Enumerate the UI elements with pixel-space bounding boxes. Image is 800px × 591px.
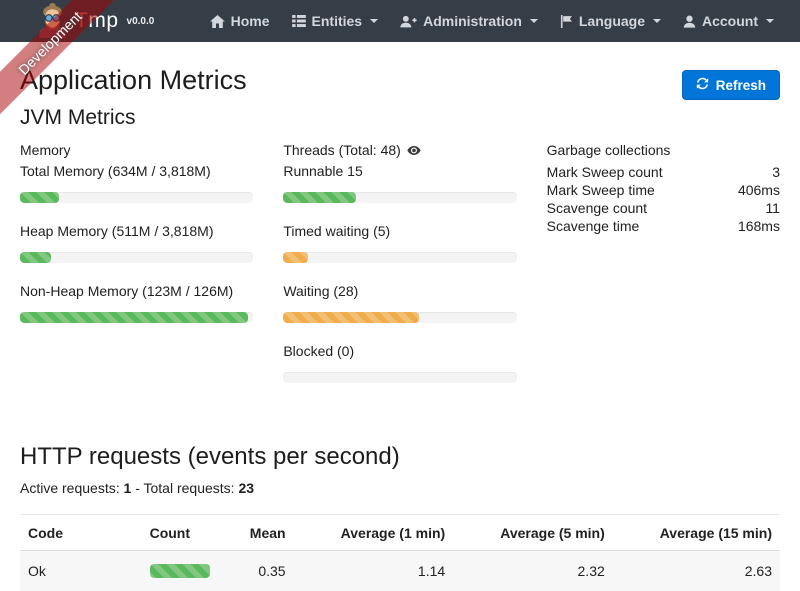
- user-plus-icon: [400, 15, 417, 28]
- nav-home[interactable]: Home: [199, 13, 281, 29]
- count-cell: [142, 551, 233, 591]
- gc-row: Mark Sweep count 3: [547, 163, 780, 181]
- top-navbar: Tmp v0.0.0 Home Entities: [0, 0, 800, 42]
- nav-administration[interactable]: Administration: [389, 13, 549, 29]
- nonheap-memory-progress: [20, 312, 253, 323]
- count-progress: [150, 564, 210, 578]
- total-memory-label: Total Memory (634M / 3,818M): [20, 163, 253, 179]
- gc-value: 3: [772, 163, 780, 181]
- runnable-label: Runnable 15: [283, 163, 516, 179]
- gc-title: Garbage collections: [547, 142, 780, 158]
- avg5-cell: 2.32: [453, 551, 613, 591]
- threads-column: Threads (Total: 48) Runnable 15 Timed wa…: [283, 142, 516, 403]
- gc-label: Scavenge time: [547, 217, 640, 235]
- home-icon: [210, 15, 225, 28]
- navbar-menu: Home Entities Administration: [199, 13, 785, 29]
- blocked-progress: [283, 372, 516, 383]
- col-header-avg15: Average (15 min): [613, 515, 780, 551]
- avg15-cell: 2.63: [613, 551, 780, 591]
- waiting-label: Waiting (28): [283, 283, 516, 299]
- chevron-down-icon: [370, 19, 378, 23]
- mean-cell: 0.35: [233, 551, 294, 591]
- timed-waiting-label: Timed waiting (5): [283, 223, 516, 239]
- refresh-button[interactable]: Refresh: [682, 70, 780, 100]
- nonheap-memory-label: Non-Heap Memory (123M / 126M): [20, 283, 253, 299]
- memory-column: Memory Total Memory (634M / 3,818M) Heap…: [20, 142, 253, 403]
- table-row: Ok 0.35 1.14 2.32 2.63: [20, 551, 780, 591]
- total-requests-value: 23: [238, 480, 254, 496]
- timed-waiting-progress: [283, 252, 516, 263]
- col-header-avg5: Average (5 min): [453, 515, 613, 551]
- gc-label: Mark Sweep count: [547, 163, 663, 181]
- threads-title: Threads (Total: 48): [283, 142, 401, 158]
- gc-label: Mark Sweep time: [547, 181, 655, 199]
- gc-row: Mark Sweep time 406ms: [547, 181, 780, 199]
- nav-home-label: Home: [231, 13, 270, 29]
- progress-bar: [20, 312, 248, 323]
- gc-value: 406ms: [738, 181, 780, 199]
- refresh-icon: [696, 77, 709, 93]
- heap-memory-label: Heap Memory (511M / 3,818M): [20, 223, 253, 239]
- page-title: Application Metrics: [20, 66, 247, 96]
- avg1-cell: 1.14: [294, 551, 454, 591]
- gc-value: 11: [765, 199, 780, 217]
- progress-bar: [150, 564, 210, 578]
- nav-language-label: Language: [579, 13, 645, 29]
- jvm-metrics-row: Memory Total Memory (634M / 3,818M) Heap…: [20, 142, 780, 403]
- nav-account[interactable]: Account: [672, 13, 785, 29]
- chevron-down-icon: [653, 19, 661, 23]
- blocked-label: Blocked (0): [283, 343, 516, 359]
- memory-title: Memory: [20, 142, 253, 158]
- code-cell: Ok: [20, 551, 142, 591]
- total-memory-progress: [20, 192, 253, 203]
- nav-entities[interactable]: Entities: [281, 13, 390, 29]
- runnable-progress: [283, 192, 516, 203]
- eye-icon[interactable]: [407, 145, 421, 156]
- gc-column: Garbage collections Mark Sweep count 3 M…: [547, 142, 780, 403]
- app-version: v0.0.0: [127, 16, 155, 27]
- main-content: Application Metrics Refresh JVM Metrics …: [0, 66, 800, 591]
- col-header-avg1: Average (1 min): [294, 515, 454, 551]
- brand-title: Tmp: [75, 9, 119, 33]
- chevron-down-icon: [766, 19, 774, 23]
- gc-row: Scavenge time 168ms: [547, 217, 780, 235]
- active-requests-value: 1: [124, 480, 132, 496]
- user-icon: [683, 15, 696, 28]
- active-requests-label: Active requests:: [20, 480, 120, 496]
- brand-link[interactable]: Tmp v0.0.0: [36, 2, 154, 41]
- jvm-metrics-title: JVM Metrics: [20, 106, 780, 130]
- waiting-progress: [283, 312, 516, 323]
- flag-icon: [560, 15, 573, 28]
- progress-bar: [20, 252, 51, 263]
- heap-memory-progress: [20, 252, 253, 263]
- refresh-button-label: Refresh: [716, 78, 766, 93]
- chevron-down-icon: [530, 19, 538, 23]
- requests-summary: Active requests: 1 - Total requests: 23: [20, 480, 780, 496]
- http-requests-title: HTTP requests (events per second): [20, 443, 780, 471]
- nav-language[interactable]: Language: [549, 13, 672, 29]
- col-header-count: Count: [142, 515, 233, 551]
- nav-entities-label: Entities: [312, 13, 363, 29]
- col-header-code: Code: [20, 515, 142, 551]
- nav-account-label: Account: [702, 13, 758, 29]
- http-requests-table: Code Count Mean Average (1 min) Average …: [20, 515, 780, 591]
- col-header-mean: Mean: [233, 515, 294, 551]
- gc-value: 168ms: [738, 217, 780, 235]
- table-header-row: Code Count Mean Average (1 min) Average …: [20, 515, 780, 551]
- progress-bar: [283, 312, 419, 323]
- nav-administration-label: Administration: [423, 13, 522, 29]
- gc-label: Scavenge count: [547, 199, 647, 217]
- list-icon: [292, 15, 306, 27]
- app-logo-icon: [36, 2, 69, 41]
- progress-bar: [283, 192, 356, 203]
- total-requests-label: Total requests:: [144, 480, 235, 496]
- gc-row: Scavenge count 11: [547, 199, 780, 217]
- progress-bar: [283, 252, 307, 263]
- progress-bar: [20, 192, 59, 203]
